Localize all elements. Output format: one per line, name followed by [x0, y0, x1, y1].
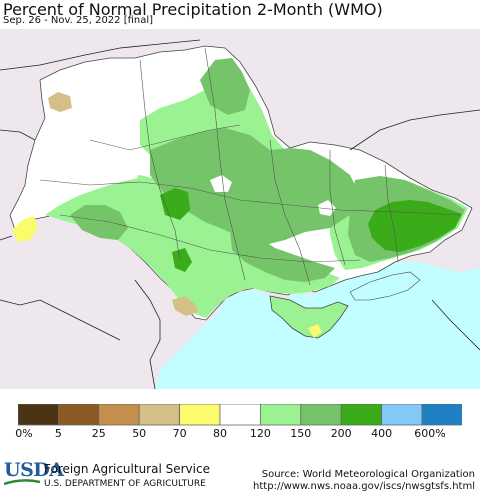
legend-swatch-3: [138, 404, 180, 426]
legend-swatch-7: [300, 404, 342, 426]
oblast-boundaries: [39, 47, 461, 286]
zone-150-200-south: [230, 230, 335, 282]
legend-swatch-0: [18, 404, 59, 426]
legend-tick-label: 400: [371, 427, 393, 440]
zone-150-200-center: [150, 128, 360, 245]
legend-swatch-2: [98, 404, 140, 426]
legend-swatch-1: [58, 404, 100, 426]
precipitation-map: [0, 29, 480, 389]
usda-logo-swoosh: [4, 479, 40, 486]
legend-swatch-8: [340, 404, 383, 426]
sea-of-azov: [349, 271, 421, 301]
source-url[interactable]: http://www.nws.noaa.gov/iscs/nwsgtsfs.ht…: [253, 481, 475, 492]
zone-200-400-center: [160, 188, 190, 220]
zone-80-120-west: [32, 148, 138, 210]
neighbor-borders: [0, 39, 480, 389]
legend-tick-label: 5: [54, 427, 62, 440]
map-subtitle: Sep. 26 - Nov. 25, 2022 [final]: [3, 15, 154, 26]
zone-150-200-ne: [200, 58, 250, 115]
agency-name: Foreign Agricultural Service: [44, 462, 210, 476]
zone-70-80-crimea: [308, 324, 322, 338]
zone-200-400-east: [368, 200, 462, 252]
legend-tick-label: 70: [172, 427, 187, 440]
department-name: U.S. DEPARTMENT OF AGRICULTURE: [44, 479, 206, 489]
legend-tick-label: 200: [330, 427, 352, 440]
legend-swatch-6: [259, 404, 302, 426]
legend-tick-label: 25: [91, 427, 106, 440]
zone-70-80-west: [12, 216, 38, 242]
zone-80-120-pocket-1: [210, 175, 232, 192]
legend-tick-label: 150: [290, 427, 312, 440]
zone-50-70-nw: [48, 92, 72, 112]
zone-50-70-south: [172, 296, 198, 316]
legend-tick-label: 80: [213, 427, 227, 440]
legend-swatch-5: [219, 404, 261, 426]
legend-swatch-4: [179, 404, 221, 426]
legend-swatch-10: [421, 404, 462, 426]
zone-80-120-northwest: [48, 62, 148, 140]
zone-120-150-west: [45, 175, 340, 318]
map-title: Percent of Normal Precipitation 2-Month …: [3, 0, 383, 19]
legend-tick-label: 50: [132, 427, 147, 440]
crimea: [269, 295, 349, 339]
color-legend: [18, 404, 462, 426]
legend-tick-label: 0%: [15, 427, 33, 440]
legend-tick-label: 600%: [414, 427, 446, 440]
usda-logo: USDA: [4, 459, 64, 481]
legend-swatch-9: [381, 404, 423, 426]
zone-200-400-south: [172, 248, 192, 272]
legend-tick-label: 120: [249, 427, 271, 440]
zone-150-200-west: [70, 205, 128, 240]
source-credit: Source: World Meteorological Organizatio…: [261, 469, 475, 480]
